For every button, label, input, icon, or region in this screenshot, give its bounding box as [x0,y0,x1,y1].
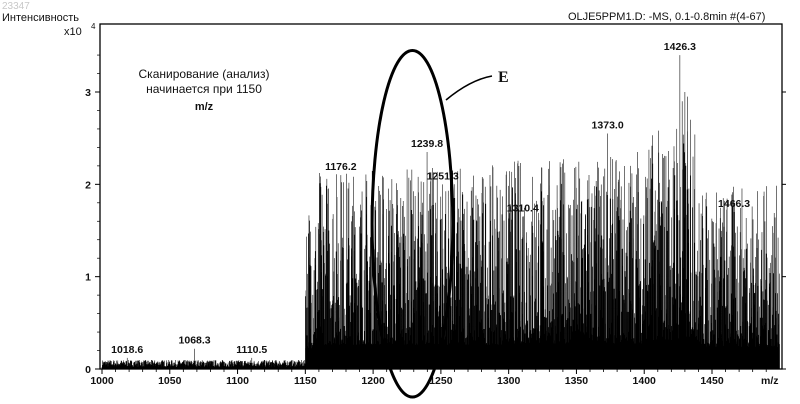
peak-label: 1176.2 [325,161,357,173]
y-tick-label: 0 [85,364,91,376]
peak-label: 1018.6 [111,344,143,356]
peak-label: 1068.3 [179,335,211,347]
x-axis-label: m/z [761,375,779,387]
peak-label: 1373.0 [592,120,624,132]
note-line-1: Сканирование (анализ) [139,67,270,81]
peak-label: 1310.4 [507,203,539,215]
x-tick-label: 1100 [226,375,249,387]
y-tick-label: 2 [85,179,91,191]
x-tick-label: 1350 [565,375,589,387]
y-multiplier-exponent: 4 [91,22,96,31]
y-multiplier: x10 [64,26,82,38]
x-tick-label: 1450 [700,375,724,387]
y-tick-label: 3 [85,87,91,99]
y-axis-label: Интенсивность [2,12,79,24]
peak-label: 1239.8 [411,138,443,150]
y-tick-label: 1 [85,272,91,284]
peak-label: 1251.3 [427,170,459,182]
note-line-2: начинается при 1150 [146,82,262,96]
x-tick-label: 1000 [90,375,114,387]
x-tick-label: 1200 [361,375,385,387]
x-tick-label: 1150 [294,375,317,387]
peak-label: 1466.3 [718,198,750,210]
spectrum-header: OLJE5PPM1.D: -MS, 0.1-0.8min #(4-67) [568,11,765,23]
x-tick-label: 1050 [158,375,182,387]
annotation-label: E [498,69,509,86]
peak-label: 1110.5 [236,344,267,356]
note-line-3: m/z [195,101,214,113]
annotation-pointer [446,76,492,100]
peak-label: 1426.3 [664,41,696,53]
x-tick-label: 1300 [497,375,521,387]
x-tick-label: 1400 [633,375,657,387]
